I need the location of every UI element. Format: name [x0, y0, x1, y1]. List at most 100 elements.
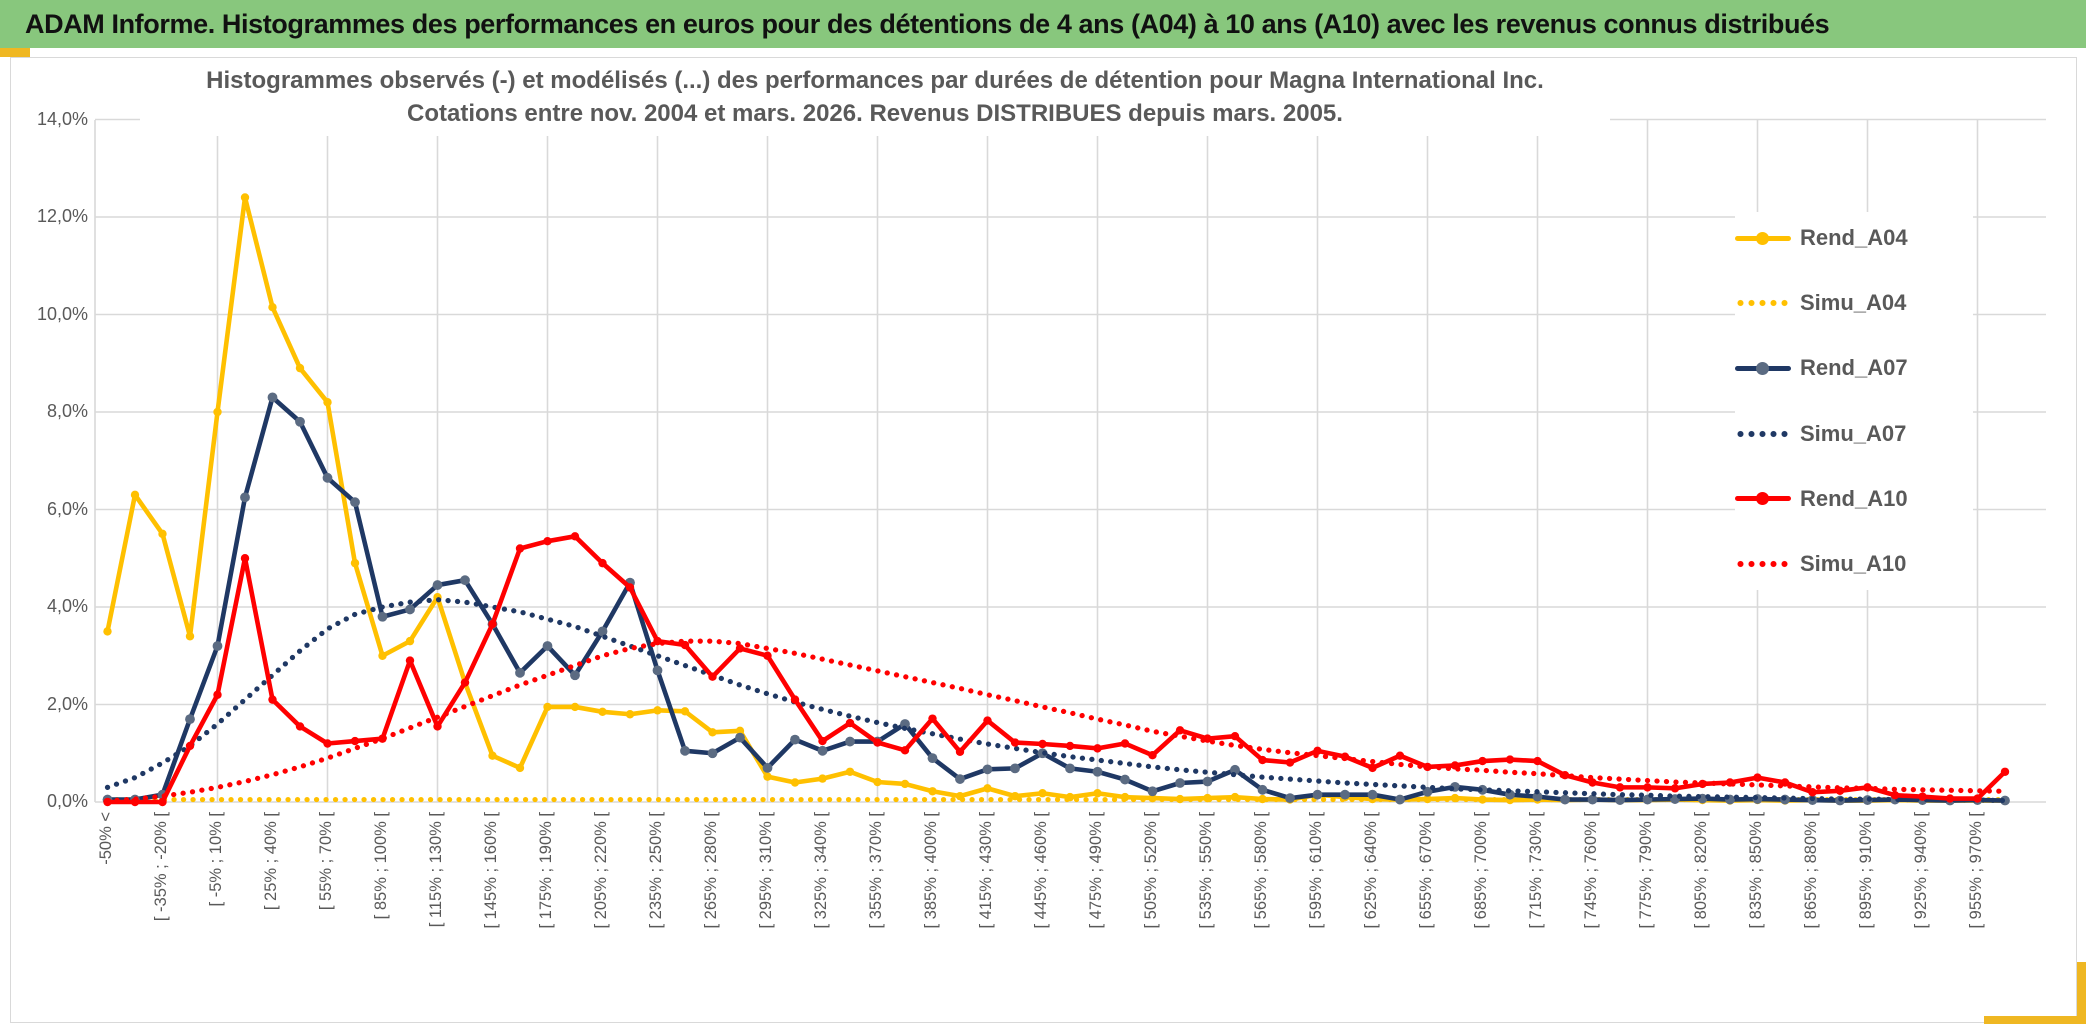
marker-Rend_A07	[680, 745, 690, 756]
legend-item-simu-a10[interactable]: Simu_A10	[1735, 544, 1973, 584]
marker-Rend_A07	[707, 748, 718, 759]
marker-Rend_A04	[158, 529, 167, 539]
marker-Rend_A04	[790, 778, 800, 787]
marker-Rend_A04	[625, 710, 635, 719]
marker-Rend_A07	[900, 719, 910, 729]
marker-Rend_A07	[735, 732, 745, 743]
simu-a10-dotted-swatch-icon	[1735, 557, 1791, 571]
x-tick-label: [ 865% ; 880% [	[1801, 812, 1820, 929]
marker-Rend_A04	[323, 398, 332, 407]
simu-a07-dotted-swatch-icon	[1735, 427, 1791, 441]
legend-swatch-marker	[1756, 361, 1769, 375]
marker-Rend_A07	[1395, 794, 1405, 805]
marker-Rend_A04	[378, 651, 387, 660]
marker-Rend_A04	[240, 193, 250, 202]
marker-Rend_A10	[1120, 739, 1130, 748]
marker-Rend_A07	[1422, 786, 1433, 797]
marker-Rend_A10	[1753, 773, 1762, 782]
legend-item-simu-a04[interactable]: Simu_A04	[1735, 283, 1973, 323]
legend-item-rend-a07[interactable]: Rend_A07	[1735, 348, 1973, 388]
x-tick-label: -50% <	[96, 812, 115, 865]
marker-Rend_A10	[323, 739, 332, 748]
marker-Rend_A04	[735, 726, 745, 736]
x-tick-label: [ 85% ; 100% [	[371, 812, 390, 920]
marker-Rend_A07	[955, 774, 965, 784]
marker-Rend_A04	[515, 763, 525, 773]
marker-Rend_A10	[900, 746, 910, 755]
y-tick-label: 0,0%	[46, 791, 88, 811]
marker-Rend_A07	[212, 641, 223, 651]
marker-Rend_A10	[433, 722, 442, 731]
marker-Rend_A04	[268, 302, 277, 312]
marker-Rend_A10	[1285, 758, 1295, 767]
marker-Rend_A10	[735, 644, 745, 653]
y-tick-label: 12,0%	[36, 206, 88, 226]
marker-Rend_A04	[185, 632, 195, 641]
x-tick-label: [ 55% ; 70% [	[316, 812, 335, 911]
legend-label: Simu_A10	[1800, 550, 1907, 576]
marker-Rend_A04	[1093, 789, 1102, 798]
marker-Rend_A07	[1312, 789, 1323, 800]
marker-Rend_A07	[1560, 794, 1570, 805]
marker-Rend_A10	[268, 695, 277, 704]
marker-Rend_A10	[1588, 778, 1597, 787]
marker-Rend_A07	[817, 745, 828, 756]
series-line-Rend_A07	[105, 395, 2008, 803]
rend-a07-line-swatch-icon	[1735, 361, 1791, 375]
marker-Rend_A10	[818, 736, 827, 746]
rend-a10-line-swatch-icon	[1735, 492, 1791, 506]
x-tick-label: [ 595% ; 610% [	[1306, 812, 1325, 929]
marker-Rend_A04	[405, 636, 415, 646]
legend-label: Simu_A04	[1800, 290, 1907, 316]
marker-Rend_A10	[158, 797, 167, 807]
marker-Rend_A04	[873, 777, 882, 787]
marker-Rend_A07	[1257, 784, 1268, 795]
marker-Rend_A10	[570, 532, 580, 541]
simu-a04-dotted-swatch-icon	[1735, 296, 1791, 310]
marker-Rend_A07	[762, 762, 773, 773]
marker-Rend_A04	[983, 784, 992, 793]
chart-title-block: Histogrammes observés (-) et modélisés (…	[140, 60, 1610, 136]
x-tick-label: [ 745% ; 760% [	[1581, 812, 1600, 929]
marker-Rend_A10	[1505, 755, 1515, 764]
marker-Rend_A10	[873, 738, 882, 747]
marker-Rend_A10	[543, 536, 552, 546]
marker-Rend_A07	[240, 492, 250, 503]
marker-Rend_A07	[1340, 789, 1350, 800]
x-tick-label: [ 565% ; 580% [	[1251, 812, 1270, 929]
y-tick-label: 14,0%	[36, 108, 88, 129]
legend-label: Rend_A07	[1800, 355, 1908, 381]
marker-Rend_A04	[543, 702, 552, 712]
marker-Rend_A07	[652, 665, 663, 676]
legend-item-simu-a07[interactable]: Simu_A07	[1735, 414, 1973, 454]
legend-item-rend-a10[interactable]: Rend_A10	[1735, 479, 1973, 519]
marker-Rend_A10	[598, 558, 607, 568]
marker-Rend_A10	[928, 714, 937, 723]
gold-accent-bottom-right-horizontal	[1984, 1016, 2086, 1024]
x-tick-label: [ 625% ; 640% [	[1361, 812, 1380, 929]
legend-swatch-line	[1735, 429, 1791, 438]
legend-swatch-marker	[1756, 492, 1769, 506]
marker-Rend_A07	[432, 580, 443, 590]
x-tick-label: [ 295% ; 310% [	[756, 812, 775, 929]
x-tick-label: [ 475% ; 490% [	[1086, 812, 1105, 929]
marker-Rend_A07	[1147, 786, 1158, 797]
marker-Rend_A10	[515, 544, 525, 553]
series-line-Rend_A10	[105, 534, 2008, 805]
marker-Rend_A04	[1038, 789, 1047, 798]
series-line-Simu_A10	[104, 638, 2008, 804]
marker-Rend_A10	[1973, 794, 1982, 803]
legend-label: Simu_A07	[1800, 420, 1907, 446]
chart-legend: Rend_A04 Simu_A04 Rend_A07 Simu_A07 Rend…	[1735, 212, 1973, 590]
series-line-Simu_A07	[104, 597, 2008, 804]
x-tick-label: [ 175% ; 190% [	[536, 812, 555, 929]
marker-Rend_A10	[790, 695, 800, 704]
x-tick-label: [ 685% ; 700% [	[1471, 812, 1490, 929]
legend-label: Rend_A04	[1800, 225, 1908, 250]
x-tick-label: [ 415% ; 430% [	[976, 812, 995, 929]
legend-item-rend-a04[interactable]: Rend_A04	[1735, 218, 1973, 258]
x-tick-label: [ 775% ; 790% [	[1636, 812, 1655, 929]
marker-Rend_A07	[927, 753, 938, 764]
